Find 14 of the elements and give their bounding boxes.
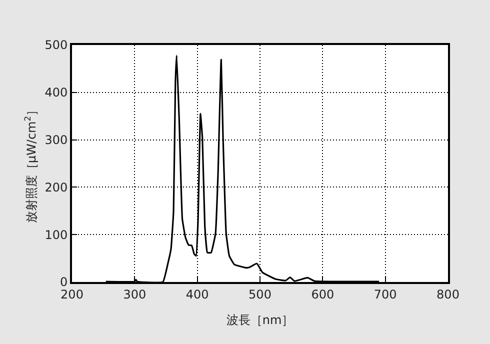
y-tick-label: 500 xyxy=(44,38,68,52)
x-tick-label: 200 xyxy=(60,287,84,302)
x-tick-label: 600 xyxy=(311,287,334,302)
y-tick-label: 200 xyxy=(44,180,68,194)
x-axis-title: 波長［nm］ xyxy=(226,312,294,327)
y-tick-label: 400 xyxy=(44,86,68,100)
y-tick-label: 100 xyxy=(44,228,68,242)
x-tick-label: 800 xyxy=(436,287,460,302)
y-tick-label: 0 xyxy=(60,275,68,290)
x-tick-label: 700 xyxy=(374,287,397,302)
y-tick-label: 300 xyxy=(44,133,68,147)
x-tick-label: 500 xyxy=(248,287,272,302)
x-tick-label: 300 xyxy=(123,287,146,302)
x-tick-label: 400 xyxy=(186,287,209,302)
